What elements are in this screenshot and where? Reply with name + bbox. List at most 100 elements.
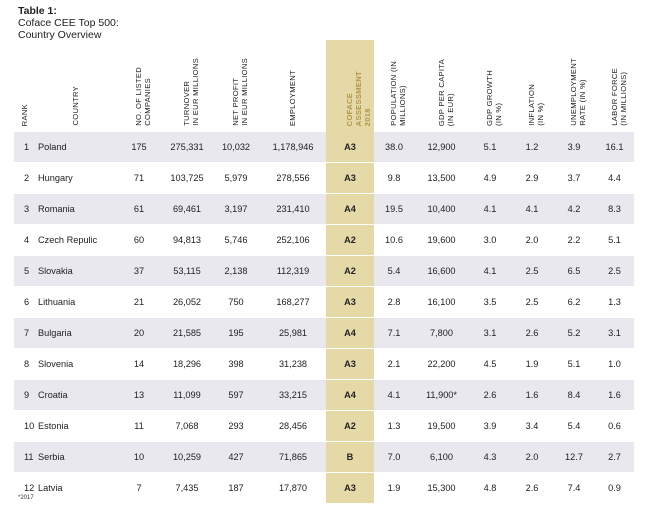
table-cell: 9 <box>14 379 36 411</box>
table-cell: Lithuania <box>36 286 116 318</box>
table-cell: 2.8 <box>374 286 414 318</box>
table-cell: 14 <box>116 348 162 380</box>
table-cell: 0.9 <box>595 472 634 504</box>
table-cell: 11,900* <box>414 379 469 411</box>
table-cell: 4.1 <box>469 255 511 287</box>
table-cell: 7.1 <box>374 317 414 349</box>
table-cell: 13,500 <box>414 162 469 194</box>
table-cell: Croatia <box>36 379 116 411</box>
table-cell: 38.0 <box>374 132 414 163</box>
table-cell: 4.9 <box>469 162 511 194</box>
table-cell: 1.6 <box>511 379 553 411</box>
table-row: 10 Estonia 11 7,068 293 28,456 A2 1.3 19,500 3.9 3… <box>14 410 634 442</box>
table-row: 8 Slovenia 14 18,296 398 31,238 A3 2.1 22,200 4.5… <box>14 348 634 380</box>
table-cell: 1.2 <box>511 132 553 163</box>
table-cell: 3.9 <box>469 410 511 442</box>
table-cell: 53,115 <box>162 255 212 287</box>
table-cell: 103,725 <box>162 162 212 194</box>
column-header: COFACE ASSESSMENT 2018 <box>326 40 374 132</box>
table-row: 3 Romania 61 69,461 3,197 231,410 A4 19.5 10,400… <box>14 193 634 225</box>
table-cell: A3 <box>326 348 374 380</box>
table-cell: 8.3 <box>595 193 634 225</box>
table-cell: 187 <box>212 472 260 504</box>
table-cell: 12 <box>14 472 36 504</box>
table-cell: 94,813 <box>162 224 212 256</box>
table-cell: 2.2 <box>553 224 595 256</box>
table-cell: 12.7 <box>553 441 595 473</box>
table-cell: 112,319 <box>260 255 326 287</box>
table-cell: 750 <box>212 286 260 318</box>
table-cell: 31,238 <box>260 348 326 380</box>
column-header: EMPLOYMENT <box>260 40 326 132</box>
table-cell: 2.5 <box>511 286 553 318</box>
table-cell: 19.5 <box>374 193 414 225</box>
table-cell: 21,585 <box>162 317 212 349</box>
table-cell: 3.5 <box>469 286 511 318</box>
table-cell: 10 <box>14 410 36 442</box>
column-header: TURNOVER IN EUR MILLIONS <box>162 40 212 132</box>
table-cell: 4.4 <box>595 162 634 194</box>
table-cell: 10,032 <box>212 132 260 163</box>
table-cell: 5.4 <box>374 255 414 287</box>
table-cell: 18,296 <box>162 348 212 380</box>
column-header-label: INFLATION (IN %) <box>527 84 545 126</box>
column-header-label: NO. OF LISTED COMPANIES <box>134 67 152 126</box>
table-cell: 3,197 <box>212 193 260 225</box>
table-cell: 9.8 <box>374 162 414 194</box>
table-cell: 195 <box>212 317 260 349</box>
table-cell: 7 <box>116 472 162 504</box>
table-cell: 5.1 <box>469 132 511 163</box>
table-cell: Czech Repulic <box>36 224 116 256</box>
table-cell: A4 <box>326 193 374 225</box>
table-cell: 4.3 <box>469 441 511 473</box>
table-cell: 8 <box>14 348 36 380</box>
column-header-label: TURNOVER IN EUR MILLIONS <box>182 58 200 126</box>
table-cell: 11,099 <box>162 379 212 411</box>
column-header-label: UNEMPLOYMENT RATE (IN %) <box>569 58 587 126</box>
table-cell: A3 <box>326 162 374 194</box>
table-cell: 6 <box>14 286 36 318</box>
table-cell: 60 <box>116 224 162 256</box>
table-cell: Estonia <box>36 410 116 442</box>
table-cell: A4 <box>326 379 374 411</box>
column-header: LABOR FORCE (IN MILLIONS) <box>595 40 634 132</box>
table-body: 1 Poland 175 275,331 10,032 1,178,946 A3 38.0 12… <box>14 132 634 504</box>
table-cell: 2.7 <box>595 441 634 473</box>
table-cell: 19,500 <box>414 410 469 442</box>
table-row: 4 Czech Repulic 60 94,813 5,746 252,106 A2 10.6… <box>14 224 634 256</box>
table-cell: 168,277 <box>260 286 326 318</box>
table-cell: 3.4 <box>511 410 553 442</box>
table-cell: 2.1 <box>374 348 414 380</box>
table-cell: 3.9 <box>553 132 595 163</box>
table-cell: 5.1 <box>553 348 595 380</box>
table-cell: 26,052 <box>162 286 212 318</box>
table-cell: 398 <box>212 348 260 380</box>
table-cell: 4.1 <box>511 193 553 225</box>
table-cell: 3.0 <box>469 224 511 256</box>
table-row: 2 Hungary 71 103,725 5,979 278,556 A3 9.8 13,500… <box>14 162 634 194</box>
table-cell: 37 <box>116 255 162 287</box>
table-cell: 21 <box>116 286 162 318</box>
table-cell: 71 <box>116 162 162 194</box>
table-cell: Hungary <box>36 162 116 194</box>
table-cell: 252,106 <box>260 224 326 256</box>
column-header: UNEMPLOYMENT RATE (IN %) <box>553 40 595 132</box>
table-cell: A2 <box>326 224 374 256</box>
column-header-label: GDP PER CAPITA (IN EUR) <box>436 58 455 126</box>
table-cell: A3 <box>326 132 374 163</box>
table-cell: Poland <box>36 132 116 163</box>
column-header: INFLATION (IN %) <box>511 40 553 132</box>
column-header: RANK <box>14 40 36 132</box>
table-cell: 427 <box>212 441 260 473</box>
table-cell: 13 <box>116 379 162 411</box>
table-cell: 15,300 <box>414 472 469 504</box>
column-header: GDP PER CAPITA (IN EUR) <box>414 40 469 132</box>
table-cell: 2.5 <box>595 255 634 287</box>
table-cell: A4 <box>326 317 374 349</box>
table-cell: 175 <box>116 132 162 163</box>
table-cell: 10,400 <box>414 193 469 225</box>
table-cell: 5.4 <box>553 410 595 442</box>
table-cell: 10.6 <box>374 224 414 256</box>
table-cell: 71,865 <box>260 441 326 473</box>
country-overview-table: RANK COUNTRY NO. OF LISTED COMPANIES TURNOV… <box>14 40 634 504</box>
